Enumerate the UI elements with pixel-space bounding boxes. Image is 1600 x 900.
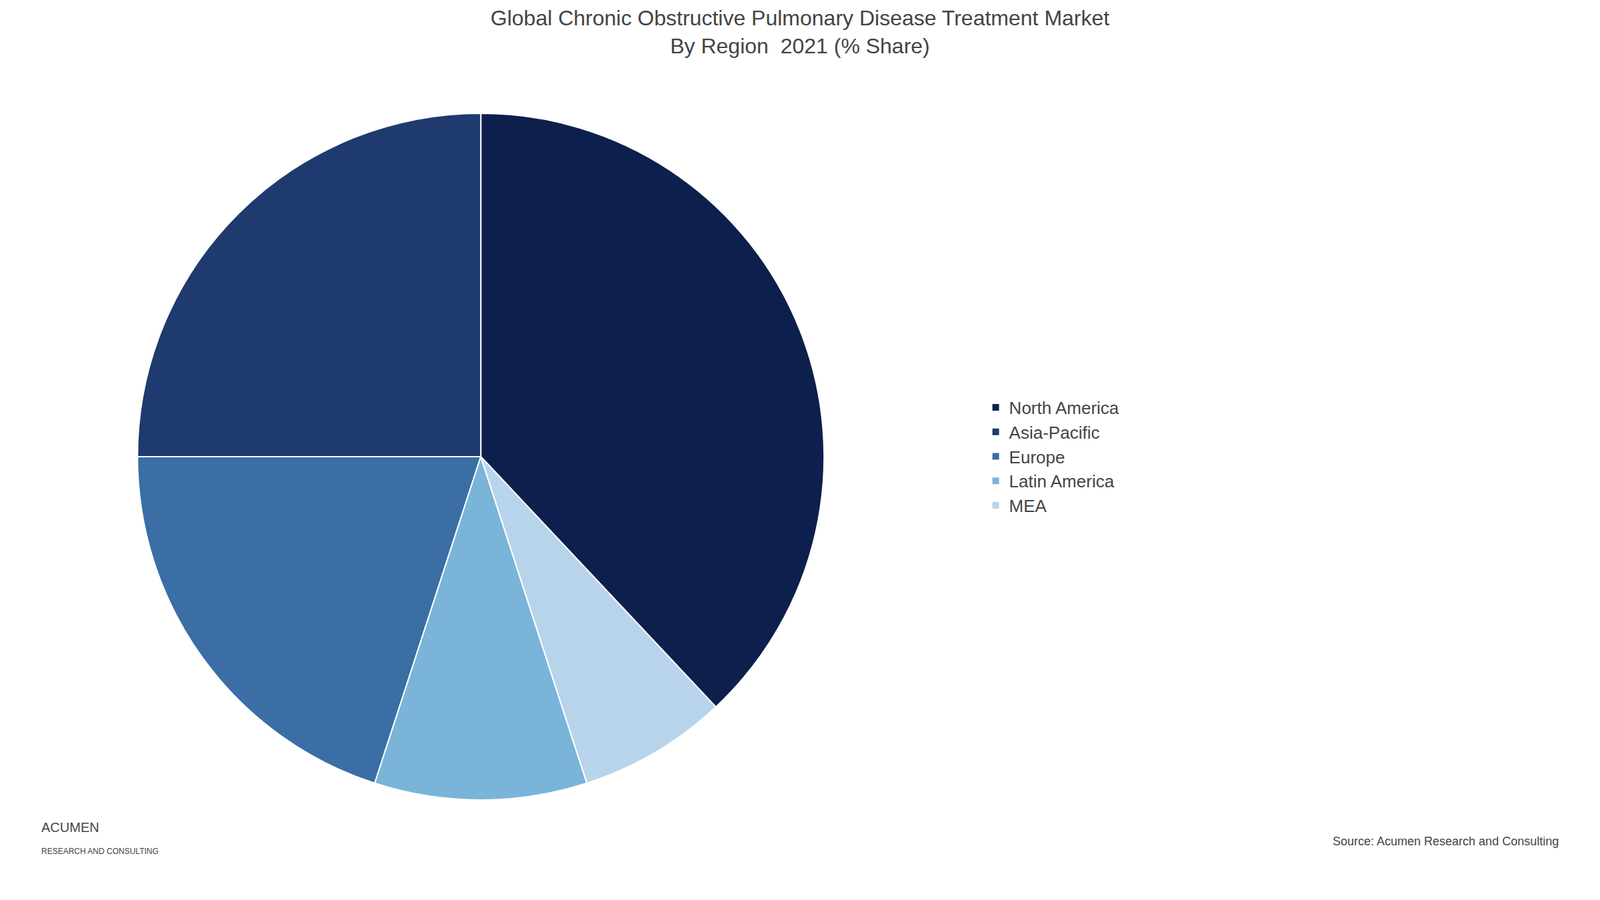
svg-text:Global Chronic Obstructive Pul: Global Chronic Obstructive Pulmonary Dis… [490,6,1110,58]
svg-text:Source: Acumen Research and Co: Source: Acumen Research and Consulting [1332,834,1559,848]
svg-text:ACUMEN: ACUMEN [41,820,100,835]
svg-text:Europe: Europe [1009,447,1066,468]
svg-text:Latin America: Latin America [1009,471,1115,492]
svg-text:Asia-Pacific: Asia-Pacific [1009,422,1100,443]
svg-text:RESEARCH AND CONSULTING: RESEARCH AND CONSULTING [41,846,159,856]
svg-text:MEA: MEA [1009,496,1048,516]
svg-text:North America: North America [1009,398,1120,418]
